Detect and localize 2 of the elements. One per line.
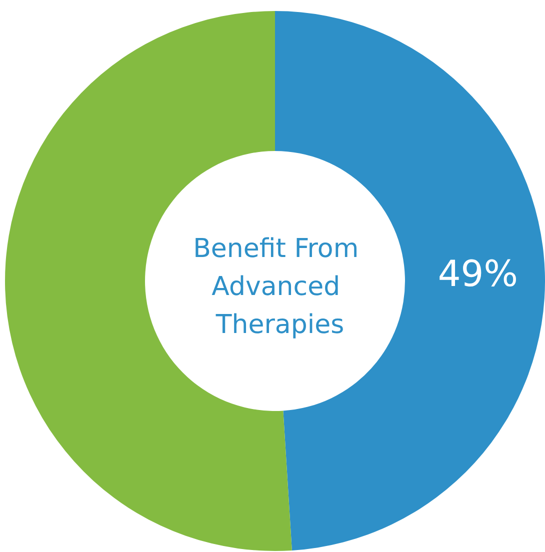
- data-label: 49%: [438, 254, 518, 296]
- text: Benefit From Advanced Therapies: [193, 234, 367, 340]
